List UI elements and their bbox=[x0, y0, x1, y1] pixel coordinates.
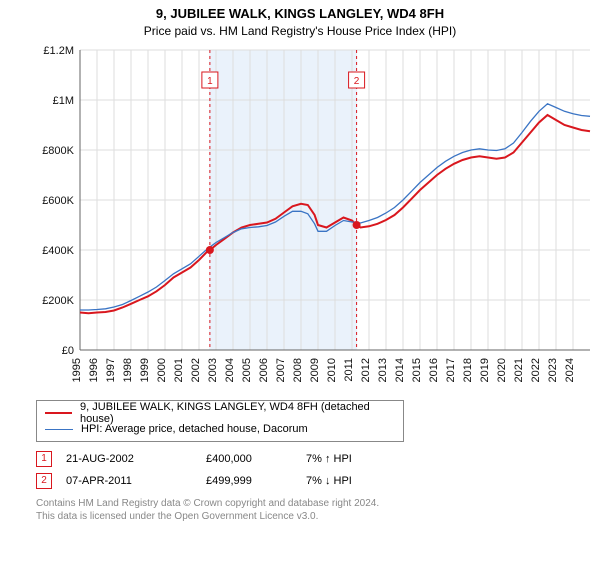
svg-text:2: 2 bbox=[354, 76, 360, 87]
svg-text:2003: 2003 bbox=[207, 358, 219, 382]
svg-text:£1.2M: £1.2M bbox=[43, 45, 74, 57]
chart-subtitle: Price paid vs. HM Land Registry's House … bbox=[0, 24, 600, 38]
svg-text:1: 1 bbox=[207, 76, 213, 87]
legend-swatch bbox=[45, 412, 72, 414]
svg-text:2017: 2017 bbox=[445, 358, 457, 382]
legend-swatch bbox=[45, 429, 73, 430]
svg-text:2019: 2019 bbox=[479, 358, 491, 382]
svg-text:1998: 1998 bbox=[122, 358, 134, 382]
event-date: 21-AUG-2002 bbox=[66, 453, 206, 465]
svg-text:2006: 2006 bbox=[258, 358, 270, 382]
svg-text:£1M: £1M bbox=[53, 95, 74, 107]
event-row: 1 21-AUG-2002£400,0007% ↑ HPI bbox=[36, 448, 590, 470]
footer-line-2: This data is licensed under the Open Gov… bbox=[36, 511, 590, 524]
svg-text:2023: 2023 bbox=[547, 358, 559, 382]
svg-text:2012: 2012 bbox=[360, 358, 372, 382]
svg-text:2015: 2015 bbox=[411, 358, 423, 382]
sale-events-table: 1 21-AUG-2002£400,0007% ↑ HPI 2 07-APR-2011… bbox=[36, 448, 590, 492]
svg-text:2013: 2013 bbox=[377, 358, 389, 382]
svg-text:£400K: £400K bbox=[42, 245, 74, 257]
svg-text:£0: £0 bbox=[62, 345, 74, 357]
svg-text:2022: 2022 bbox=[530, 358, 542, 382]
svg-text:1996: 1996 bbox=[88, 358, 100, 382]
svg-text:2007: 2007 bbox=[275, 358, 287, 382]
svg-text:£200K: £200K bbox=[42, 295, 74, 307]
svg-text:2014: 2014 bbox=[394, 358, 406, 382]
svg-text:2000: 2000 bbox=[156, 358, 168, 382]
svg-text:2020: 2020 bbox=[496, 358, 508, 382]
svg-text:2018: 2018 bbox=[462, 358, 474, 382]
footer-line-1: Contains HM Land Registry data © Crown c… bbox=[36, 498, 590, 511]
svg-text:£800K: £800K bbox=[42, 145, 74, 157]
legend-label: 9, JUBILEE WALK, KINGS LANGLEY, WD4 8FH … bbox=[80, 401, 395, 425]
svg-text:2021: 2021 bbox=[513, 358, 525, 382]
event-marker: 1 bbox=[36, 451, 52, 467]
svg-text:£600K: £600K bbox=[42, 195, 74, 207]
event-price: £499,999 bbox=[206, 475, 306, 487]
svg-text:2001: 2001 bbox=[173, 358, 185, 382]
svg-text:2009: 2009 bbox=[309, 358, 321, 382]
event-price: £400,000 bbox=[206, 453, 306, 465]
svg-text:2008: 2008 bbox=[292, 358, 304, 382]
event-delta: 7% ↑ HPI bbox=[306, 453, 426, 465]
event-delta: 7% ↓ HPI bbox=[306, 475, 426, 487]
event-row: 2 07-APR-2011£499,9997% ↓ HPI bbox=[36, 470, 590, 492]
chart-container: 9, JUBILEE WALK, KINGS LANGLEY, WD4 8FH … bbox=[0, 6, 600, 566]
svg-text:2016: 2016 bbox=[428, 358, 440, 382]
event-date: 07-APR-2011 bbox=[66, 475, 206, 487]
svg-text:1997: 1997 bbox=[105, 358, 117, 382]
chart-title: 9, JUBILEE WALK, KINGS LANGLEY, WD4 8FH bbox=[0, 6, 600, 21]
svg-text:2024: 2024 bbox=[564, 358, 576, 382]
legend-label: HPI: Average price, detached house, Daco… bbox=[81, 423, 308, 435]
svg-text:1995: 1995 bbox=[71, 358, 83, 382]
svg-text:2011: 2011 bbox=[343, 358, 355, 382]
svg-text:2002: 2002 bbox=[190, 358, 202, 382]
line-chart-svg: £0 £200K £400K £600K £800K £1M £1.2M 1995 1996 19… bbox=[36, 42, 596, 392]
event-marker: 2 bbox=[36, 473, 52, 489]
footer-attribution: Contains HM Land Registry data © Crown c… bbox=[36, 498, 590, 523]
legend: 9, JUBILEE WALK, KINGS LANGLEY, WD4 8FH … bbox=[36, 400, 404, 442]
svg-text:2004: 2004 bbox=[224, 358, 236, 382]
legend-row: 9, JUBILEE WALK, KINGS LANGLEY, WD4 8FH … bbox=[45, 405, 395, 421]
svg-text:2010: 2010 bbox=[326, 358, 338, 382]
svg-text:2005: 2005 bbox=[241, 358, 253, 382]
svg-text:1999: 1999 bbox=[139, 358, 151, 382]
chart-plot-area: £0 £200K £400K £600K £800K £1M £1.2M 1995 1996 19… bbox=[36, 42, 596, 392]
